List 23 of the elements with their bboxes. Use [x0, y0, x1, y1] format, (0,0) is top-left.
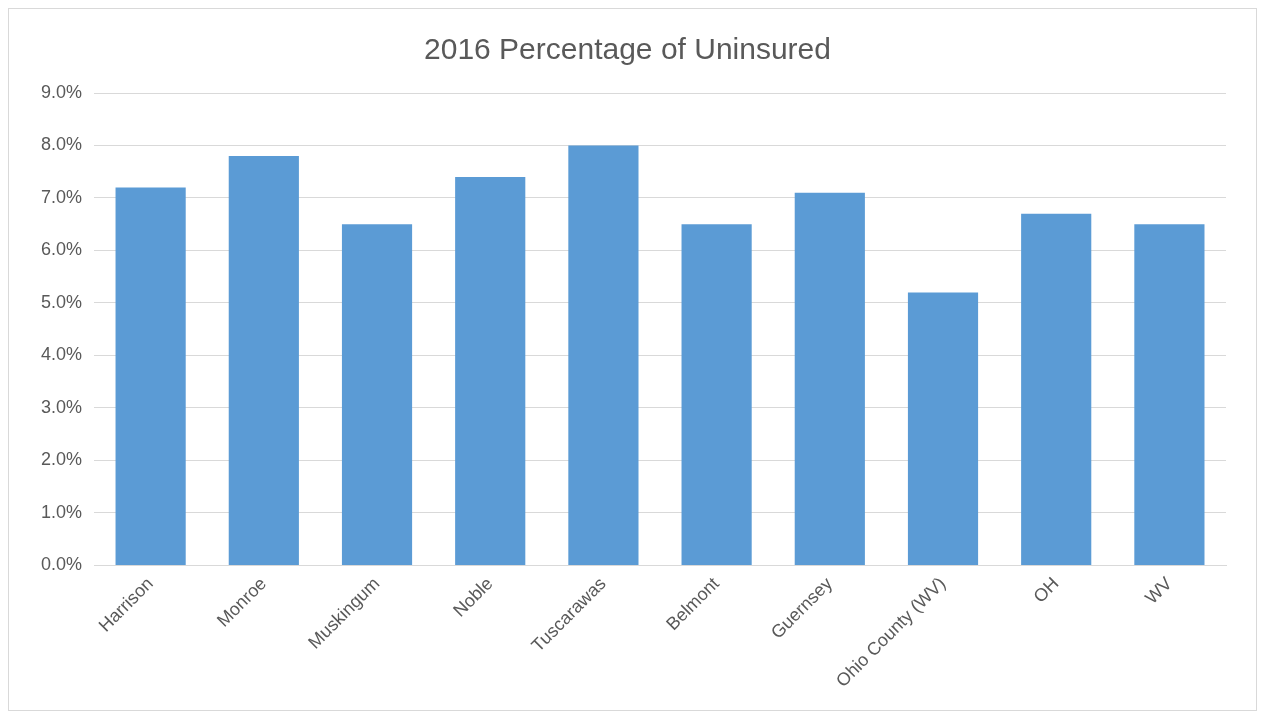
bar: [568, 145, 639, 565]
y-tick-label: 1.0%: [41, 501, 83, 522]
x-tick-label: WV: [1141, 573, 1176, 608]
bar: [907, 292, 979, 565]
bar: [681, 224, 752, 565]
bar: [794, 192, 865, 565]
bar: [1134, 224, 1205, 565]
y-tick-label: 3.0%: [41, 396, 83, 417]
y-tick-label: 5.0%: [41, 291, 83, 312]
y-tick-label: 0.0%: [41, 554, 83, 575]
x-tick-label: OH: [1029, 573, 1063, 607]
bar: [1021, 213, 1092, 565]
y-tick-label: 7.0%: [41, 186, 83, 207]
bar: [115, 187, 186, 565]
y-tick-label: 4.0%: [41, 344, 83, 365]
bar: [341, 224, 413, 565]
y-tick-label: 8.0%: [41, 134, 83, 155]
y-tick-label: 2.0%: [41, 449, 83, 470]
bar: [228, 156, 299, 565]
y-tick-label: 9.0%: [41, 81, 83, 102]
bar: [455, 176, 526, 565]
y-tick-label: 6.0%: [41, 239, 83, 260]
chart-title: 2016 Percentage of Uninsured: [424, 32, 831, 66]
